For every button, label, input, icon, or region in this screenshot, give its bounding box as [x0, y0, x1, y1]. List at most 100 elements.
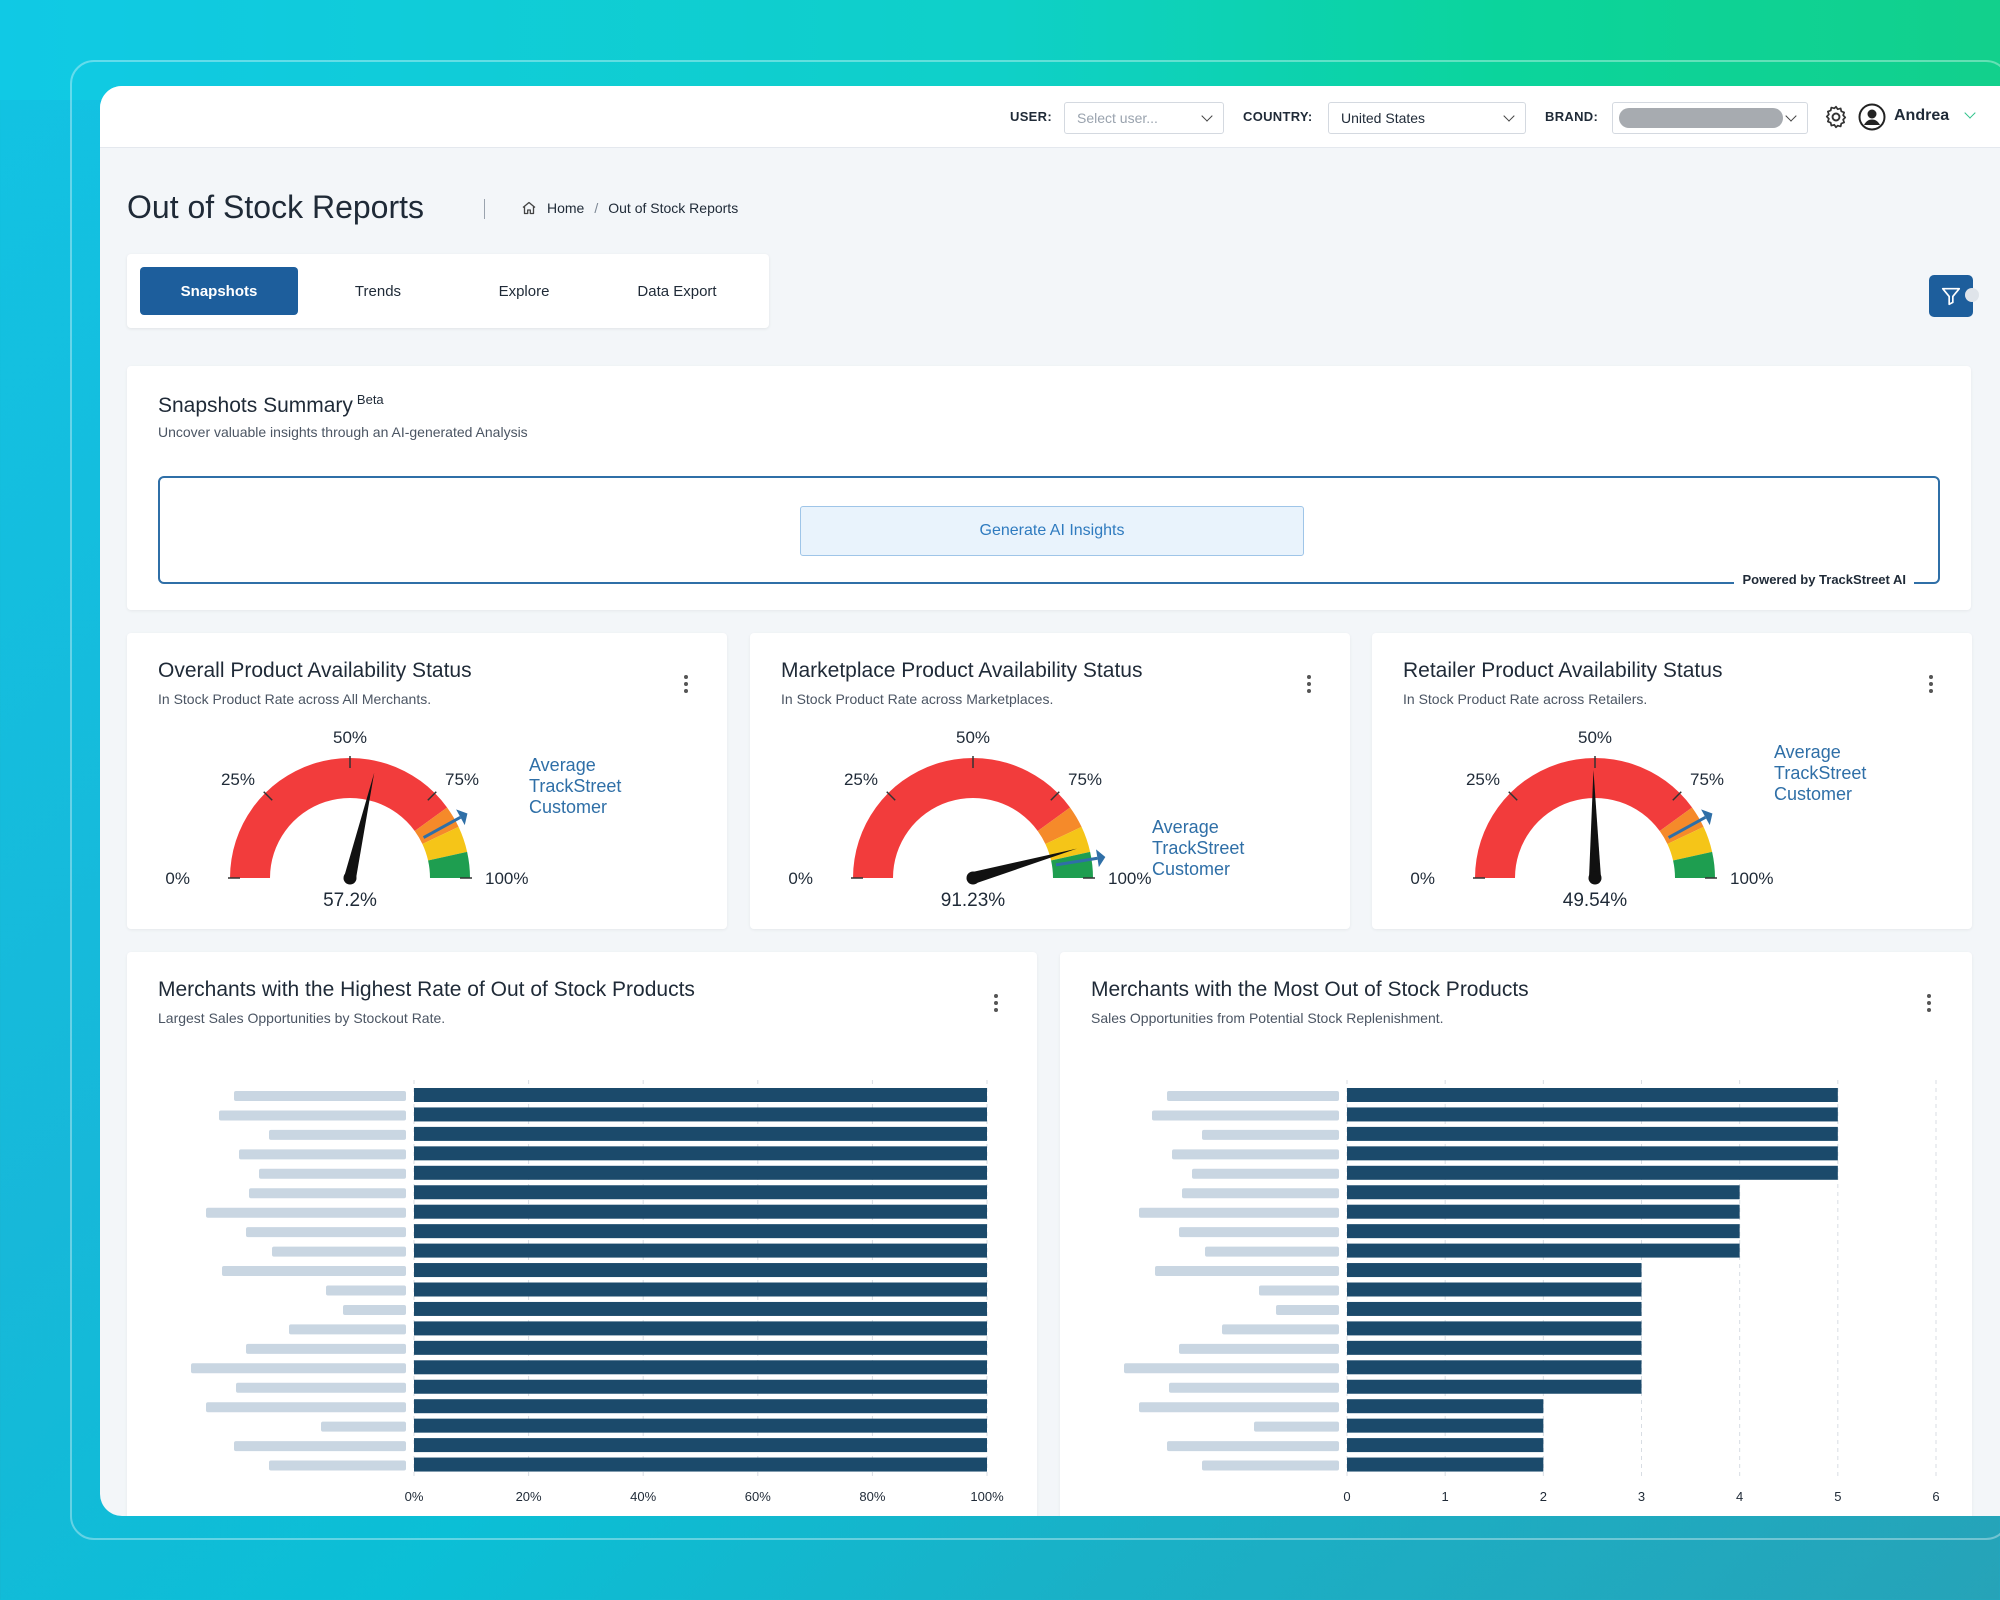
gauge-subtitle: In Stock Product Rate across All Merchan… — [158, 691, 432, 707]
report-tabs: Snapshots Trends Explore Data Export — [127, 254, 769, 328]
more-options-icon[interactable] — [683, 673, 689, 697]
gauge-band-1 — [1037, 807, 1082, 844]
average-customer-label: Customer — [529, 797, 607, 817]
tab-snapshots[interactable]: Snapshots — [140, 267, 298, 315]
country-filter-label: COUNTRY: — [1243, 109, 1313, 124]
home-icon[interactable] — [521, 200, 537, 216]
bar-category-label-redacted — [1202, 1129, 1339, 1140]
brand-select-redacted-value — [1619, 108, 1783, 128]
bar — [1347, 1282, 1642, 1297]
bar — [414, 1088, 987, 1102]
gauge-tick — [1050, 791, 1060, 801]
gauge-title: Marketplace Product Availability Status — [781, 659, 1143, 682]
brand-select[interactable] — [1612, 102, 1808, 134]
bar-category-label-redacted — [289, 1324, 406, 1335]
tab-data-export[interactable]: Data Export — [637, 282, 717, 300]
bar-category-label-redacted — [1139, 1207, 1339, 1218]
gauge-tick-label: 50% — [333, 728, 367, 747]
bar-axis-tick-label: 20% — [516, 1489, 542, 1504]
country-select[interactable]: United States — [1328, 102, 1526, 134]
bar-chart-highest-rate: 0% 20% 40% 60% 80% 100% — [191, 1080, 1004, 1504]
bar — [414, 1457, 987, 1472]
user-select[interactable]: Select user... — [1064, 102, 1224, 134]
bar-category-label-redacted — [1167, 1091, 1339, 1101]
gauge-hub — [966, 871, 980, 885]
gauge-average-pointer — [1701, 809, 1713, 826]
bar — [414, 1360, 987, 1375]
beta-badge: Beta — [356, 392, 384, 407]
gauge-needle — [971, 848, 1077, 884]
page-title: Out of Stock Reports — [127, 189, 425, 225]
bar-category-label-redacted — [1276, 1304, 1339, 1315]
bar-axis-tick-label: 40% — [630, 1489, 656, 1504]
gauge-tick — [886, 791, 896, 801]
gauge-average-pointer — [456, 809, 468, 826]
bar-category-label-redacted — [272, 1246, 406, 1257]
breadcrumb-separator: / — [594, 200, 599, 216]
user-filter-label: USER: — [1010, 109, 1052, 124]
bar-axis-tick-label: 0 — [1343, 1489, 1350, 1504]
bar-category-label-redacted — [1172, 1149, 1339, 1160]
gauge-tick-label: 75% — [1690, 770, 1724, 789]
bar-category-label-redacted — [1167, 1441, 1339, 1452]
bar — [1347, 1399, 1544, 1414]
gauge-tick — [263, 791, 273, 801]
summary-title: Snapshots Summary Beta — [158, 392, 384, 418]
bar-category-label-redacted — [234, 1441, 406, 1452]
gauge-title: Overall Product Availability Status — [158, 659, 472, 682]
background-gradient-top — [0, 0, 2000, 100]
generate-ai-insights-button[interactable]: Generate AI Insights — [800, 506, 1304, 556]
more-options-icon[interactable] — [1306, 673, 1312, 697]
gauge-tick-label: 50% — [1578, 728, 1612, 747]
bar-category-label-redacted — [1155, 1266, 1339, 1277]
ai-insights-panel: Generate AI Insights Powered by TrackStr… — [158, 476, 1940, 587]
brand-filter-label: BRAND: — [1545, 109, 1599, 124]
bar-category-label-redacted — [1124, 1363, 1339, 1374]
bar — [1347, 1224, 1740, 1239]
bar — [1347, 1340, 1642, 1355]
gauge-band-3 — [1673, 851, 1715, 878]
bar-category-label-redacted — [191, 1363, 406, 1374]
bar-axis-tick-label: 1 — [1442, 1489, 1449, 1504]
bar — [414, 1399, 987, 1414]
bar-chart-subtitle: Sales Opportunities from Potential Stock… — [1091, 1010, 1444, 1026]
bar — [1347, 1243, 1740, 1258]
gauge-tick — [1508, 791, 1518, 801]
country-select-value: United States — [1341, 110, 1426, 126]
filter-indicator-dot — [1965, 288, 1979, 302]
bar-chart-title: Merchants with the Highest Rate of Out o… — [158, 978, 695, 1001]
breadcrumb-home[interactable]: Home — [547, 200, 585, 216]
gauge-tick — [1672, 791, 1682, 801]
bar-category-label-redacted — [219, 1110, 406, 1121]
more-options-icon[interactable] — [993, 992, 999, 1016]
background-frame — [70, 60, 2000, 1540]
gauge-value: 49.54% — [1563, 890, 1628, 911]
tab-trends[interactable]: Trends — [354, 282, 402, 300]
gauge-needle — [1589, 770, 1601, 879]
bar-category-label-redacted — [239, 1149, 406, 1160]
bar-category-label-redacted — [343, 1304, 406, 1315]
chevron-down-icon[interactable] — [1964, 107, 1976, 119]
bar — [1347, 1204, 1740, 1219]
breadcrumb-current: Out of Stock Reports — [608, 200, 739, 216]
gear-icon[interactable] — [1823, 104, 1849, 130]
gauge-band-3 — [1051, 851, 1093, 878]
bar-chart-subtitle: Largest Sales Opportunities by Stockout … — [158, 1010, 446, 1026]
app-window: USER: Select user... COUNTRY: United Sta… — [100, 86, 2000, 1516]
bar-category-label-redacted — [269, 1129, 406, 1140]
gauge-average-pointer — [1096, 849, 1106, 868]
bar — [1347, 1185, 1740, 1200]
gauge-needle — [344, 772, 375, 880]
bar-category-label-redacted — [1202, 1460, 1339, 1471]
gauge-card-marketplace: Marketplace Product Availability Status … — [750, 633, 1350, 929]
user-name[interactable]: Andrea — [1894, 107, 1950, 124]
bar-category-label-redacted — [1139, 1402, 1339, 1413]
tab-explore[interactable]: Explore — [498, 282, 550, 300]
bar-category-label-redacted — [1192, 1168, 1339, 1179]
average-customer-label: Average — [529, 755, 596, 775]
more-options-icon[interactable] — [1926, 992, 1932, 1016]
more-options-icon[interactable] — [1928, 673, 1934, 697]
bar-chart-most-products: 0 1 2 3 4 5 6 — [1124, 1080, 1940, 1504]
bar-axis-tick-label: 3 — [1638, 1489, 1645, 1504]
user-avatar-icon[interactable] — [1858, 103, 1886, 131]
